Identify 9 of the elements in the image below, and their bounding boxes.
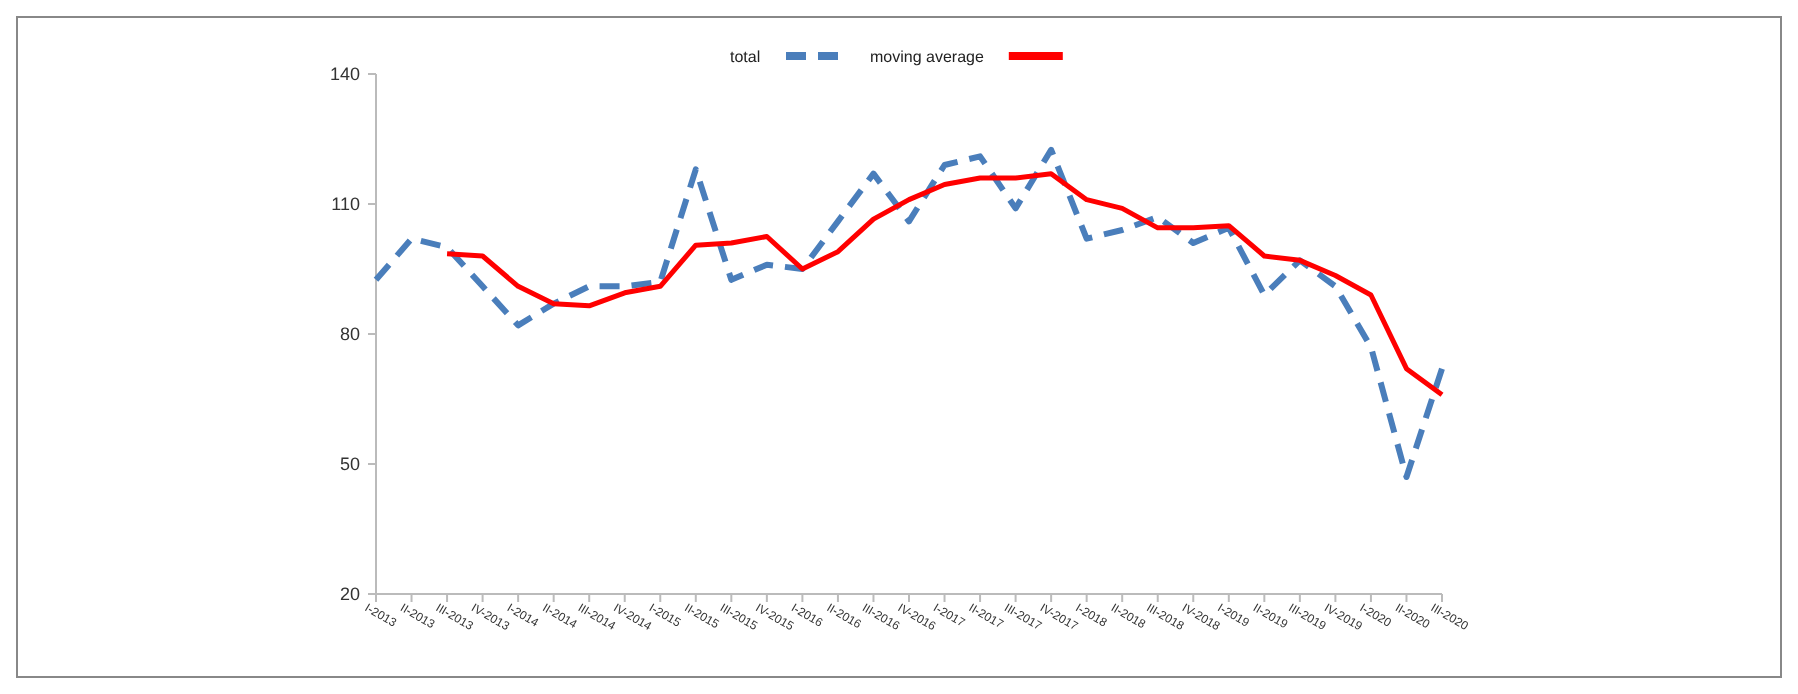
y-tick-label: 50 [339,454,360,475]
legend-label: moving average [870,47,985,66]
y-tick-label: 20 [339,584,360,605]
line-series [373,146,1445,480]
line-series [444,171,1445,398]
y-tick-label: 140 [329,64,360,85]
legend-label: total [730,47,761,66]
y-tick-label: 110 [331,194,360,215]
y-tick-label: 80 [339,324,360,345]
